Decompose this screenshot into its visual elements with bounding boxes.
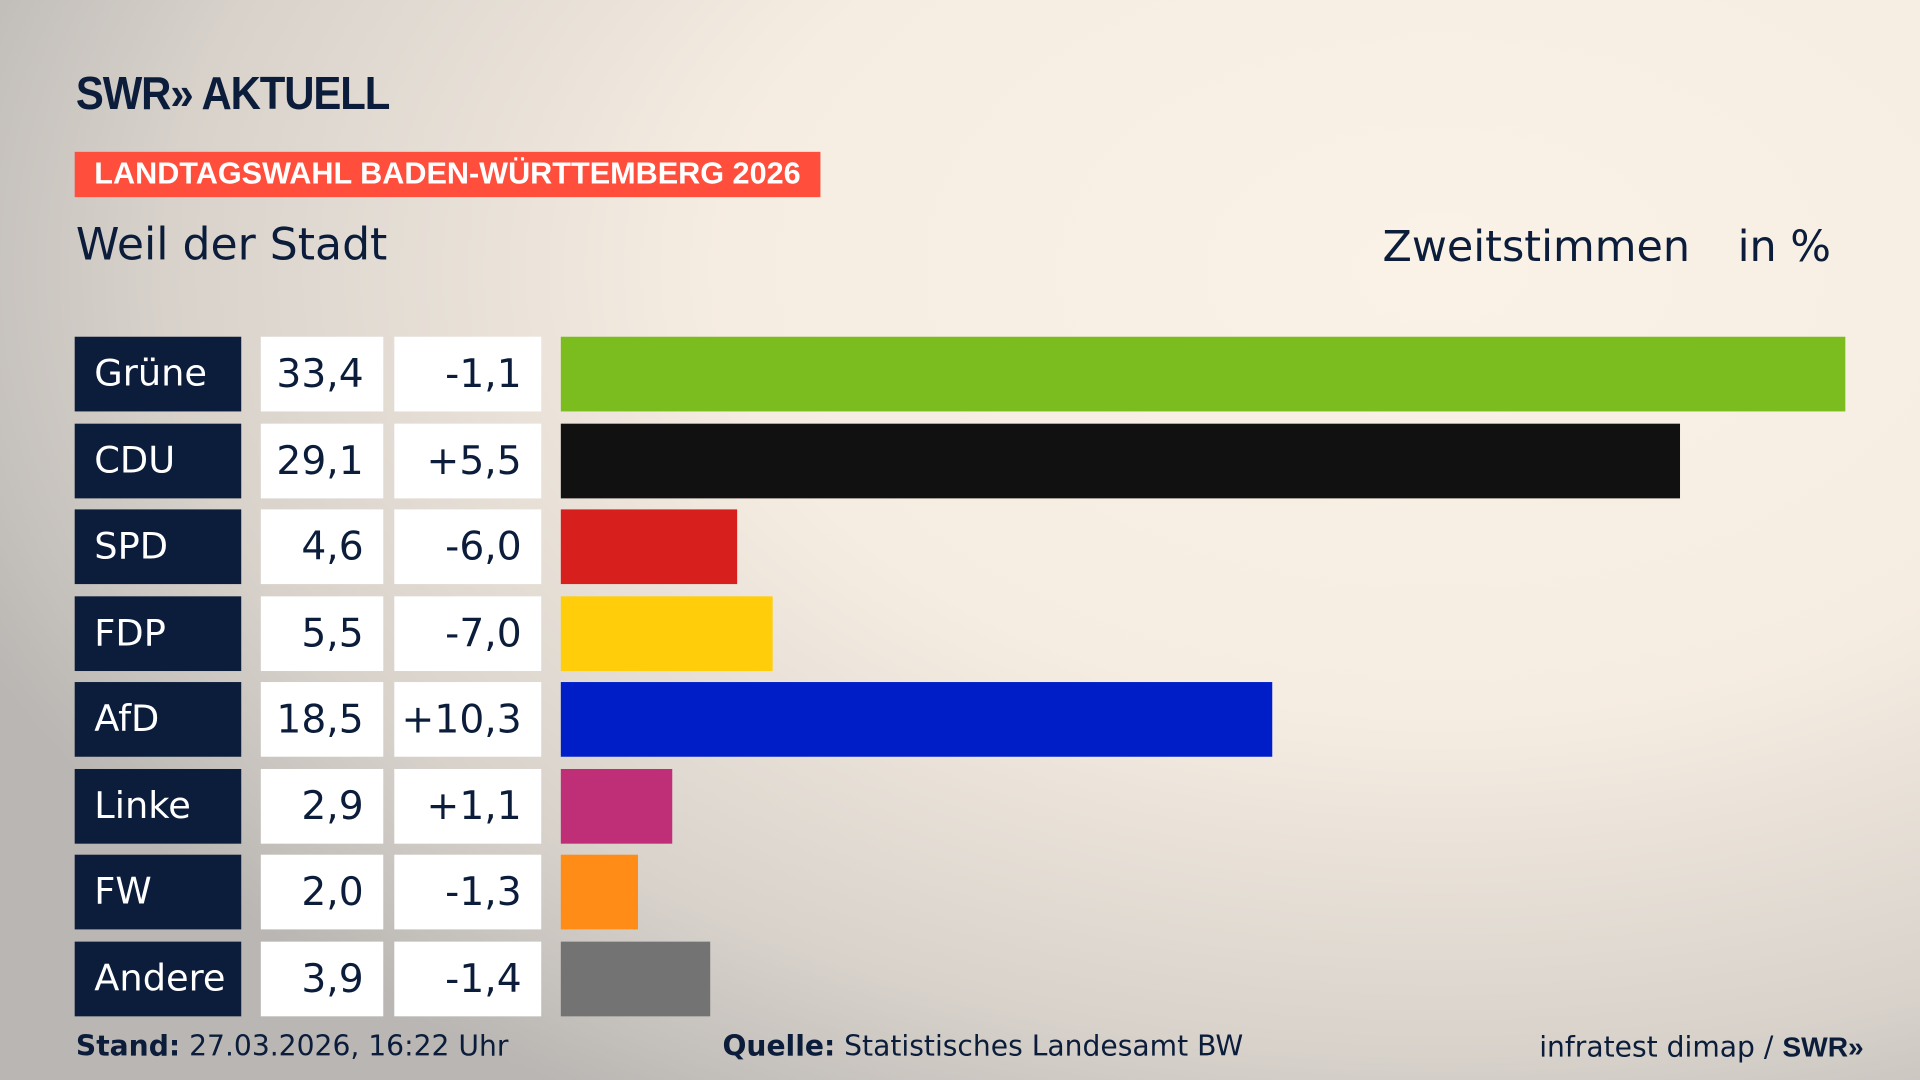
- stand-label: Stand:: [75, 1031, 181, 1063]
- vote-type-label: Zweitstimmen: [1382, 222, 1691, 272]
- party-name: FW: [74, 854, 242, 930]
- stand-value: 27.03.2026, 16:22 Uhr: [189, 1031, 509, 1063]
- party-name: Linke: [74, 768, 242, 844]
- party-name: Grüne: [74, 336, 242, 412]
- party-value: 2,0: [260, 854, 384, 930]
- source-label: Quelle:: [722, 1031, 836, 1063]
- party-row: Linke 2,9 +1,1: [0, 768, 1920, 844]
- party-change: -7,0: [394, 595, 542, 671]
- party-value: 4,6: [260, 509, 384, 585]
- party-change: -6,0: [394, 509, 542, 585]
- party-bar: [560, 941, 711, 1016]
- party-change: -1,3: [394, 854, 542, 930]
- party-name: Andere: [74, 941, 242, 1016]
- source-value: Statistisches Landesamt BW: [844, 1031, 1244, 1063]
- party-bar: [560, 682, 1273, 757]
- party-value: 5,5: [260, 595, 384, 671]
- credit: infratest dimap / SWR»: [1539, 1031, 1864, 1064]
- swr-aktuell-logo: SWR» AKTUELL: [75, 68, 390, 121]
- party-value: 3,9: [260, 941, 384, 1016]
- party-change: -1,1: [394, 336, 542, 412]
- party-value: 2,9: [260, 768, 384, 844]
- credit-text: infratest dimap /: [1539, 1032, 1783, 1065]
- party-row: Grüne 33,4 -1,1: [0, 336, 1920, 412]
- party-name: SPD: [74, 509, 242, 585]
- election-banner: LANDTAGSWAHL BADEN-WÜRTTEMBERG 2026: [74, 151, 821, 198]
- party-row: Andere 3,9 -1,4: [0, 941, 1920, 1016]
- party-value: 18,5: [260, 682, 384, 757]
- party-row: AfD 18,5 +10,3: [0, 682, 1920, 757]
- party-bar: [560, 854, 638, 930]
- party-name: CDU: [74, 423, 242, 498]
- party-row: SPD 4,6 -6,0: [0, 509, 1920, 585]
- party-name: FDP: [74, 595, 242, 671]
- place-title: Weil der Stadt: [75, 220, 388, 271]
- party-change: +1,1: [394, 768, 542, 844]
- timestamp: Stand: 27.03.2026, 16:22 Uhr: [76, 1031, 509, 1063]
- party-value: 29,1: [260, 423, 384, 498]
- party-change: +5,5: [394, 423, 542, 498]
- party-row: CDU 29,1 +5,5: [0, 423, 1920, 498]
- party-bar: [560, 768, 673, 844]
- party-row: FW 2,0 -1,3: [0, 854, 1920, 930]
- party-bar: [560, 509, 738, 585]
- party-name: AfD: [74, 682, 242, 757]
- party-bar: [560, 336, 1846, 412]
- source: Quelle: Statistisches Landesamt BW: [722, 1031, 1243, 1063]
- party-change: -1,4: [394, 941, 542, 1016]
- party-bar: [560, 423, 1680, 498]
- swr-logo: SWR»: [1782, 1031, 1864, 1063]
- unit-label: in %: [1737, 222, 1831, 272]
- party-value: 33,4: [260, 336, 384, 412]
- party-bar: [560, 595, 773, 671]
- party-row: FDP 5,5 -7,0: [0, 595, 1920, 671]
- party-change: +10,3: [394, 682, 542, 757]
